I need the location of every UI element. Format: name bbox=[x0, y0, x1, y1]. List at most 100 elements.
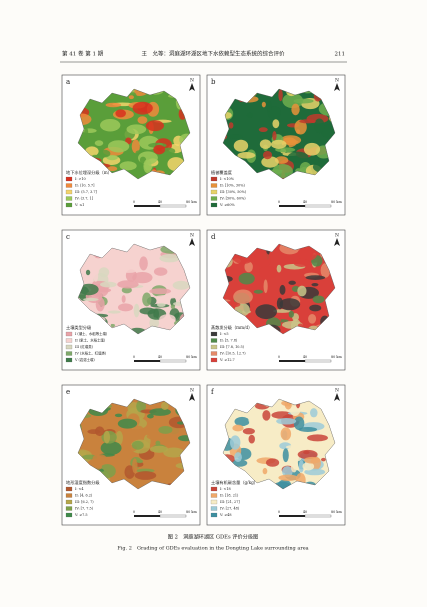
scale-label: 40 bbox=[303, 510, 307, 514]
map-patch bbox=[126, 124, 147, 135]
legend-item: V: ≥60% bbox=[219, 203, 235, 207]
legend-item: I: <4 bbox=[75, 487, 84, 491]
map-patch bbox=[107, 310, 121, 314]
map-patch bbox=[142, 292, 152, 307]
map-patch bbox=[248, 411, 256, 425]
map-patch bbox=[232, 424, 244, 432]
legend-item: I: >10 bbox=[75, 177, 86, 181]
scale-label: 0 bbox=[278, 510, 280, 514]
map-outline bbox=[77, 398, 191, 490]
scale-label: 80 km bbox=[186, 355, 197, 359]
map-patch bbox=[291, 462, 298, 473]
map-patch bbox=[254, 252, 272, 268]
map-patch bbox=[276, 264, 282, 273]
map-patch bbox=[276, 417, 297, 425]
map-patch bbox=[271, 411, 293, 419]
scale-bar bbox=[159, 204, 187, 208]
north-arrow bbox=[334, 238, 340, 246]
north-arrow bbox=[189, 238, 195, 246]
north-label: N bbox=[335, 388, 339, 394]
map-patch bbox=[291, 103, 300, 116]
map-patch bbox=[149, 288, 172, 295]
map-patch bbox=[279, 298, 301, 311]
scale-label: 80 km bbox=[186, 200, 197, 204]
map-patch bbox=[314, 118, 325, 134]
scale-bar bbox=[279, 205, 305, 207]
legend-item: V: ≥7.5 bbox=[74, 513, 88, 517]
map-patch bbox=[153, 144, 166, 155]
map-patch bbox=[296, 129, 301, 134]
map-patch bbox=[262, 410, 271, 421]
map-patch bbox=[314, 441, 334, 453]
legend-item: III: [21, 27] bbox=[220, 500, 240, 504]
map-patch bbox=[114, 413, 123, 418]
legend-item: III (红壤类) bbox=[75, 344, 94, 349]
legend-item: I (潮土、水稻等土壤) bbox=[75, 331, 108, 336]
page-number: 211 bbox=[335, 52, 346, 58]
map-panel: f N 土壤有机碳含量（g/kg）I: <18 II: [18, 21) III: [2… bbox=[206, 384, 346, 526]
north-label: N bbox=[190, 233, 194, 239]
map-patch bbox=[272, 131, 277, 141]
map-patch bbox=[131, 312, 145, 328]
scale-bar bbox=[304, 359, 332, 363]
map-patch bbox=[117, 303, 134, 312]
map-outline bbox=[77, 88, 191, 180]
map-patch bbox=[303, 142, 321, 156]
caption-en: Fig. 2 Grading of GDEs evaluation in the… bbox=[117, 546, 308, 552]
map-patch bbox=[133, 303, 140, 318]
legend-item: V: ≥12.7 bbox=[219, 358, 235, 362]
legend-item: II (紫土、水稻土壤) bbox=[75, 338, 106, 343]
map-patch bbox=[110, 323, 115, 328]
map-patch bbox=[258, 127, 268, 133]
map-patch bbox=[227, 134, 244, 139]
scale-bar bbox=[279, 515, 305, 517]
map-patch bbox=[139, 256, 148, 271]
map-patch bbox=[261, 156, 279, 168]
map-patch bbox=[92, 453, 107, 464]
legend-swatch bbox=[65, 506, 73, 511]
map-patch bbox=[282, 466, 293, 478]
legend-swatch bbox=[65, 338, 73, 343]
map-patch bbox=[297, 246, 318, 262]
map-patch bbox=[159, 253, 180, 263]
map-patch bbox=[234, 452, 242, 463]
legend-swatch bbox=[210, 344, 218, 350]
legend-item: III: [7.8, 10.5) bbox=[220, 345, 245, 349]
legend-swatch bbox=[210, 183, 218, 188]
map-patch bbox=[93, 269, 99, 282]
scale-label: 40 bbox=[303, 355, 307, 359]
panel-label: e bbox=[66, 388, 70, 396]
map-patch bbox=[134, 471, 157, 480]
legend-swatch bbox=[65, 176, 73, 182]
map-patch bbox=[137, 116, 148, 124]
scale-label: 40 bbox=[303, 200, 307, 204]
map-patch bbox=[320, 123, 335, 139]
north-label: N bbox=[190, 388, 194, 394]
panel-label: a bbox=[66, 78, 70, 86]
legend-item: II: (10, 5.7] bbox=[75, 184, 95, 188]
map-patch bbox=[132, 271, 153, 284]
panel-label: b bbox=[211, 78, 216, 86]
map-patch bbox=[115, 109, 126, 118]
legend-swatch bbox=[210, 506, 218, 511]
map-patch bbox=[132, 101, 153, 115]
map-patch bbox=[94, 140, 104, 146]
legend-swatch bbox=[210, 189, 218, 195]
map-patch bbox=[78, 450, 87, 456]
map-patch bbox=[297, 449, 318, 460]
map-patch bbox=[122, 255, 141, 267]
map-patch bbox=[107, 166, 118, 172]
legend-item: IV (水稻土、红壤类) bbox=[75, 351, 107, 356]
map-patch bbox=[106, 154, 119, 161]
legend-item: IV: [7, 7.5) bbox=[75, 507, 94, 511]
map-patch bbox=[302, 462, 315, 471]
map-patch bbox=[248, 434, 255, 444]
map-patch bbox=[84, 126, 89, 141]
scale-label: 80 km bbox=[331, 510, 342, 514]
map-patch bbox=[259, 139, 272, 150]
map-patch bbox=[263, 279, 268, 294]
map-patch bbox=[153, 267, 168, 276]
map-patch bbox=[149, 317, 160, 329]
scale-bar bbox=[304, 204, 332, 208]
